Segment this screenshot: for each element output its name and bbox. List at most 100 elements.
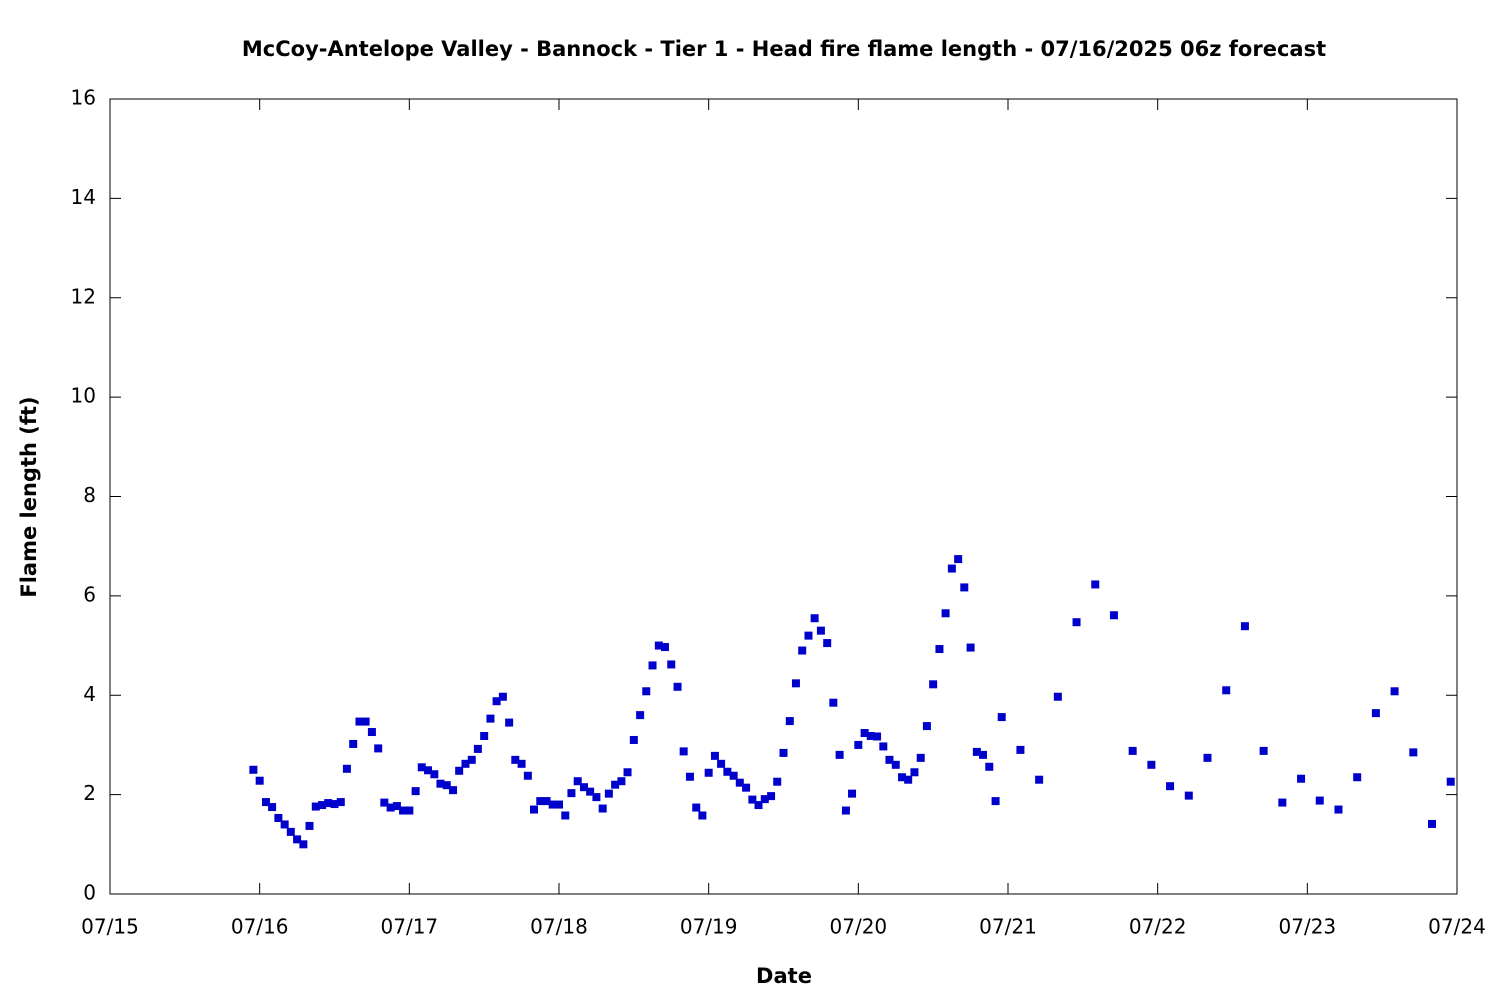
- x-tick-label: 07/15: [81, 915, 139, 939]
- point: [386, 803, 395, 812]
- point: [898, 773, 907, 782]
- x-tick-label: 07/19: [680, 915, 738, 939]
- point: [598, 804, 607, 813]
- point: [916, 753, 925, 762]
- point: [910, 768, 919, 777]
- point: [336, 798, 345, 807]
- point: [299, 840, 308, 849]
- point: [1409, 748, 1418, 757]
- point: [798, 646, 807, 655]
- point: [729, 771, 738, 780]
- point: [380, 798, 389, 807]
- point: [966, 643, 975, 652]
- point: [505, 718, 514, 727]
- point: [667, 660, 676, 669]
- point: [735, 778, 744, 787]
- point: [935, 645, 944, 654]
- point: [723, 767, 732, 776]
- point: [561, 811, 570, 820]
- point: [573, 777, 582, 786]
- point: [411, 787, 420, 796]
- point: [710, 751, 719, 760]
- point: [922, 722, 931, 731]
- point: [274, 813, 283, 822]
- point: [860, 729, 869, 738]
- y-tick-label: 6: [83, 582, 96, 606]
- y-tick-label: 0: [83, 881, 96, 905]
- point: [960, 583, 969, 592]
- y-tick-label: 14: [71, 185, 96, 209]
- point: [1278, 798, 1287, 807]
- point: [891, 760, 900, 769]
- x-tick-label: 07/21: [979, 915, 1037, 939]
- point: [754, 801, 763, 810]
- point: [654, 641, 663, 650]
- point: [673, 682, 682, 691]
- point: [623, 768, 632, 777]
- point: [436, 779, 445, 788]
- point: [255, 776, 264, 785]
- point: [941, 609, 950, 618]
- point: [660, 643, 669, 652]
- point: [804, 631, 813, 640]
- point: [555, 800, 563, 809]
- point: [617, 777, 626, 786]
- point: [342, 764, 351, 773]
- point: [268, 803, 277, 812]
- point: [417, 763, 426, 772]
- point: [424, 766, 433, 775]
- point: [1128, 746, 1137, 755]
- point: [642, 687, 651, 696]
- point: [748, 795, 757, 804]
- point: [405, 806, 414, 815]
- point: [542, 797, 551, 806]
- point: [1166, 782, 1175, 791]
- point: [399, 806, 408, 815]
- point: [480, 731, 489, 740]
- point: [1240, 622, 1249, 631]
- x-tick-label: 07/16: [231, 915, 289, 939]
- point: [455, 766, 464, 775]
- point: [442, 781, 451, 790]
- point: [816, 626, 825, 635]
- y-tick-label: 8: [83, 483, 96, 507]
- point: [1390, 687, 1399, 696]
- point: [991, 797, 1000, 806]
- point: [318, 801, 327, 810]
- point: [954, 555, 963, 564]
- point: [866, 731, 875, 740]
- point: [1072, 618, 1081, 627]
- point: [1334, 805, 1343, 814]
- point: [791, 679, 800, 688]
- point: [330, 800, 339, 809]
- point: [449, 786, 458, 795]
- point: [311, 802, 320, 811]
- point: [679, 747, 688, 756]
- point: [286, 827, 295, 836]
- point: [742, 783, 751, 792]
- point: [324, 799, 333, 808]
- point: [997, 713, 1006, 722]
- point: [486, 714, 495, 723]
- point: [760, 795, 769, 804]
- point: [1222, 686, 1231, 695]
- point: [523, 771, 532, 780]
- chart-title: McCoy-Antelope Valley - Bannock - Tier 1…: [242, 37, 1326, 61]
- point: [629, 735, 638, 744]
- point: [586, 787, 595, 796]
- point: [979, 750, 988, 759]
- point: [879, 742, 888, 751]
- point: [873, 732, 882, 741]
- point: [579, 783, 588, 792]
- point: [567, 789, 576, 798]
- point: [904, 775, 913, 784]
- point: [467, 755, 476, 764]
- y-tick-label: 4: [83, 682, 96, 706]
- point: [823, 639, 832, 648]
- point: [498, 692, 507, 701]
- point: [636, 711, 645, 720]
- point: [1203, 753, 1212, 762]
- point: [1428, 819, 1437, 828]
- x-tick-label: 07/17: [381, 915, 439, 939]
- point: [947, 564, 956, 573]
